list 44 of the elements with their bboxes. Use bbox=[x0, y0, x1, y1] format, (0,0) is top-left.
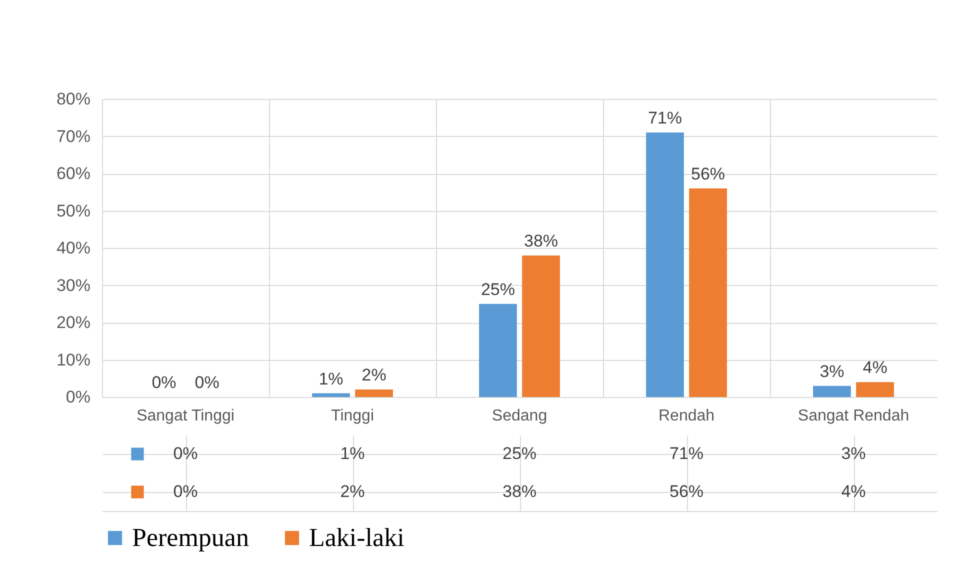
data-label: 2% bbox=[340, 482, 365, 501]
y-tick-label: 10% bbox=[56, 350, 90, 370]
data-label: 56% bbox=[669, 482, 704, 501]
text: 0% bbox=[194, 373, 220, 392]
bar bbox=[689, 188, 727, 397]
x-tick-label: Sedang bbox=[492, 408, 548, 424]
x-tick-label: Tinggi bbox=[331, 408, 374, 424]
y-tick-label: 50% bbox=[56, 201, 90, 220]
text: 25% bbox=[480, 280, 515, 299]
legend-label: Laki-laki bbox=[309, 523, 404, 552]
legend-label: Perempuan bbox=[132, 523, 249, 552]
text: 1% bbox=[318, 369, 344, 388]
data-label: 71% bbox=[669, 444, 704, 463]
text: 56% bbox=[691, 164, 726, 184]
y-tick-label: 30% bbox=[56, 276, 90, 295]
bar bbox=[312, 393, 350, 397]
data-label: 1% bbox=[340, 444, 365, 463]
text: 0% bbox=[152, 373, 176, 392]
y-tick-label: 20% bbox=[56, 313, 90, 332]
y-tick-label: 60% bbox=[56, 164, 90, 183]
data-label: 38% bbox=[502, 482, 537, 501]
text: 71% bbox=[648, 108, 682, 128]
y-tick-label: 0% bbox=[66, 388, 90, 406]
text: 4% bbox=[862, 358, 888, 378]
data-label: 3% bbox=[841, 444, 866, 463]
x-tick-label: Sangat Rendah bbox=[798, 408, 910, 424]
x-tick-label: Rendah bbox=[658, 408, 715, 424]
y-tick-label: 70% bbox=[56, 126, 90, 146]
data-label: 4% bbox=[841, 482, 866, 501]
bar bbox=[646, 132, 684, 397]
data-label: 0% bbox=[173, 482, 198, 501]
y-tick-label: 40% bbox=[56, 238, 90, 258]
bar bbox=[856, 382, 894, 397]
text: 2% bbox=[362, 366, 386, 385]
text: 38% bbox=[524, 231, 558, 250]
bar bbox=[522, 255, 560, 397]
bar bbox=[813, 386, 851, 397]
text: 3% bbox=[820, 362, 844, 381]
bar bbox=[355, 390, 393, 397]
bar bbox=[479, 304, 517, 397]
data-label: 25% bbox=[502, 444, 537, 463]
x-tick-label: Sangat Tinggi bbox=[136, 408, 234, 424]
data-label: 0% bbox=[173, 444, 198, 463]
y-tick-label: 80% bbox=[56, 90, 90, 108]
